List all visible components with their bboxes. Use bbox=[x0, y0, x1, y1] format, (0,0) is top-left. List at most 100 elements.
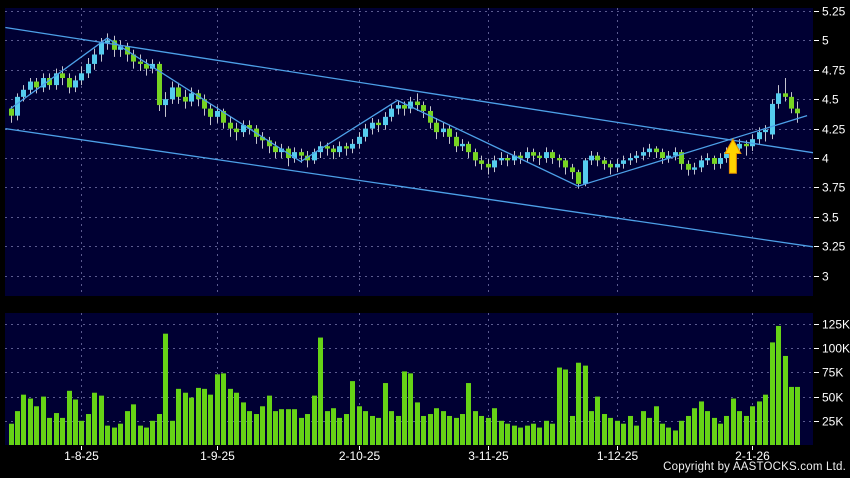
candle-up bbox=[292, 152, 297, 158]
volume-bar bbox=[544, 420, 549, 445]
volume-bar bbox=[157, 414, 162, 445]
candle-down bbox=[421, 105, 426, 111]
volume-bar bbox=[512, 425, 517, 445]
candle-up bbox=[105, 40, 110, 43]
volume-bar bbox=[666, 427, 671, 445]
copyright-notice: Copyright by AASTOCKS.com Ltd. bbox=[663, 461, 846, 473]
candle-down bbox=[247, 125, 252, 129]
candle-up bbox=[634, 155, 639, 158]
candle-down bbox=[550, 152, 555, 158]
candle-up bbox=[21, 89, 26, 97]
price-tick-label: 3.75 bbox=[822, 181, 846, 195]
candle-down bbox=[428, 110, 433, 123]
candle-up bbox=[241, 125, 246, 133]
candle-down bbox=[473, 152, 478, 161]
candle-down bbox=[602, 160, 607, 164]
price-tick-label: 5 bbox=[822, 34, 829, 48]
volume-bar bbox=[750, 406, 755, 445]
candle-up bbox=[705, 157, 710, 161]
candle-up bbox=[641, 152, 646, 156]
price-tick-label: 3.25 bbox=[822, 240, 846, 254]
candle-down bbox=[234, 128, 239, 133]
volume-bar bbox=[318, 337, 323, 445]
volume-bar bbox=[724, 415, 729, 445]
candle-up bbox=[363, 128, 368, 137]
volume-bar bbox=[783, 355, 788, 445]
volume-bar bbox=[441, 411, 446, 445]
candle-up bbox=[492, 160, 497, 168]
volume-bar bbox=[363, 411, 368, 445]
candle-up bbox=[628, 157, 633, 161]
volume-bar bbox=[531, 423, 536, 445]
candle-down bbox=[712, 157, 717, 164]
volume-bar bbox=[241, 402, 246, 445]
candle-up bbox=[15, 96, 20, 116]
volume-bar bbox=[744, 415, 749, 445]
volume-bar bbox=[634, 425, 639, 445]
candle-up bbox=[350, 143, 355, 149]
candle-up bbox=[737, 143, 742, 149]
volume-bar bbox=[499, 420, 504, 445]
volume-bar bbox=[105, 425, 110, 445]
volume-bar bbox=[79, 420, 84, 445]
volume-bar bbox=[325, 411, 330, 445]
volume-bar bbox=[757, 401, 762, 445]
price-tick-label: 5.25 bbox=[822, 5, 846, 19]
volume-bar bbox=[447, 415, 452, 445]
candle-up bbox=[499, 157, 504, 161]
volume-bar bbox=[473, 411, 478, 445]
candle-up bbox=[776, 93, 781, 104]
candle-down bbox=[479, 160, 484, 164]
volume-bar bbox=[486, 417, 491, 445]
volume-bar bbox=[170, 420, 175, 445]
volume-bar bbox=[247, 411, 252, 445]
volume-bar bbox=[234, 392, 239, 445]
volume-bar bbox=[41, 396, 46, 445]
volume-bar bbox=[673, 430, 678, 445]
lower-trendline bbox=[5, 127, 813, 248]
volume-bar bbox=[183, 392, 188, 445]
candle-down bbox=[466, 143, 471, 153]
volume-bar bbox=[125, 411, 130, 445]
candle-down bbox=[267, 140, 272, 147]
volume-bar bbox=[299, 417, 304, 445]
volume-bar bbox=[679, 420, 684, 445]
candle-down bbox=[273, 146, 278, 153]
candle-down bbox=[576, 172, 581, 184]
volume-bar bbox=[331, 408, 336, 445]
candle-up bbox=[525, 152, 530, 158]
price-tick-label: 3.5 bbox=[822, 211, 839, 225]
volume-bar bbox=[705, 411, 710, 445]
candle-down bbox=[654, 148, 659, 153]
volume-bar bbox=[286, 409, 291, 445]
date-axis-labels: 1-8-25 1-9-25 2-10-25 3-11-25 1-12-25 2-1-26 bbox=[64, 446, 770, 463]
volume-bar bbox=[563, 369, 568, 445]
volume-bar bbox=[73, 399, 78, 445]
volume-bar bbox=[376, 417, 381, 445]
volume-bar bbox=[131, 404, 136, 445]
candle-up bbox=[312, 152, 317, 161]
candle-up bbox=[699, 160, 704, 168]
volume-bar bbox=[415, 402, 420, 445]
volume-bar bbox=[686, 415, 691, 445]
volume-bar bbox=[408, 373, 413, 445]
candle-down bbox=[202, 99, 207, 109]
volume-bar bbox=[660, 423, 665, 445]
volume-bar bbox=[28, 398, 33, 445]
zigzag-line bbox=[10, 37, 808, 187]
candle-down bbox=[34, 81, 39, 88]
candle-up bbox=[460, 143, 465, 147]
candle-up bbox=[666, 155, 671, 158]
candle-down bbox=[783, 93, 788, 97]
candle-down bbox=[486, 163, 491, 168]
candle-down bbox=[9, 108, 14, 116]
volume-bar bbox=[350, 381, 355, 445]
volume-bars-layer bbox=[9, 325, 800, 445]
candle-up bbox=[583, 160, 588, 184]
candle-up bbox=[544, 152, 549, 158]
volume-bar bbox=[112, 427, 117, 445]
candle-down bbox=[260, 136, 265, 141]
volume-bar bbox=[466, 383, 471, 445]
candle-up bbox=[370, 122, 375, 129]
